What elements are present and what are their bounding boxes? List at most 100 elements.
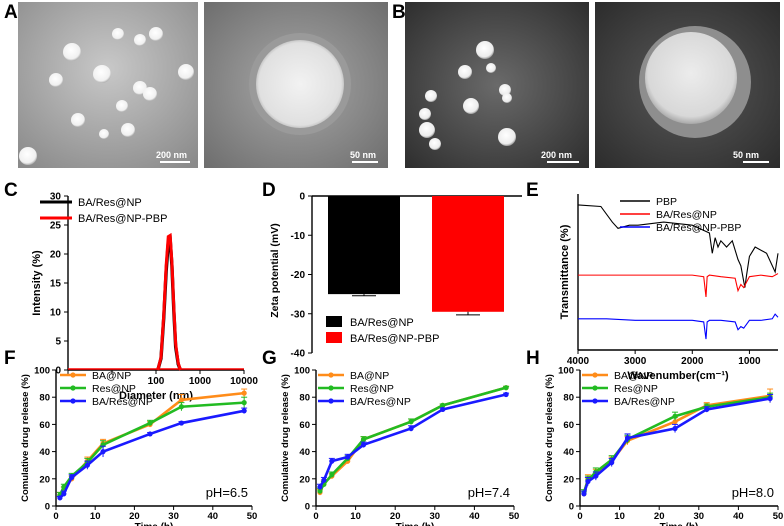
chart-d-y-tick-label: -30: [291, 309, 306, 320]
chart-g-x-tick-label: 50: [509, 511, 520, 522]
chart-h-point: [609, 459, 615, 466]
chart-g-x-tick-label: 20: [390, 511, 401, 522]
chart-g-legend-marker: [328, 385, 334, 391]
scale-bar: [743, 161, 769, 163]
chart-f-point: [178, 404, 185, 410]
chart-h-point: [593, 473, 599, 479]
chart-f-point: [69, 474, 75, 481]
chart-h-point: [704, 406, 710, 413]
chart-g-point: [360, 436, 367, 442]
chart-f-x-tick-label: 10: [90, 511, 101, 522]
chart-h-y-tick-label: 40: [563, 447, 574, 458]
chart-d-y-tick-label: 0: [299, 192, 305, 203]
chart-f-point: [147, 420, 153, 426]
chart-g-y-tick-label: 80: [299, 393, 310, 404]
chart-f-point: [84, 462, 90, 468]
panel-letter-d: D: [262, 180, 276, 201]
chart-g-point: [360, 442, 367, 448]
chart-e-legend-label: PBP: [656, 196, 677, 208]
chart-h-legend-label: BA@NP: [614, 370, 653, 382]
panel-letter-e: E: [526, 180, 539, 201]
chart-g-series-res-np: [318, 386, 507, 492]
chart-d-bar-ba-res-np: [328, 196, 400, 295]
chart-g-point: [440, 406, 446, 413]
chart-d-legend-swatch: [326, 316, 342, 327]
scale-label-a-closeup: 50 nm: [350, 150, 377, 160]
chart-g-series-ba-np: [318, 386, 507, 493]
chart-c-y-tick-label: 30: [50, 192, 62, 203]
chart-c-y-tick-label: 10: [50, 308, 62, 319]
chart-e-x-tick-label: 2000: [681, 356, 704, 367]
chart-h-legend-marker: [592, 372, 598, 378]
chart-f-point: [241, 408, 247, 414]
chart-h-x-tick-label: 40: [733, 511, 744, 522]
chart-g-x-tick-label: 40: [469, 511, 480, 522]
panel-letter-b: B: [392, 2, 406, 23]
chart-e-series-ba-res-np-pbp: [578, 313, 779, 340]
chart-e-legend-label: BA/Res@NP: [656, 209, 717, 221]
chart-f-y-tick-label: 0: [45, 502, 50, 513]
chart-e-y-label: Transmittance (%): [559, 224, 571, 319]
chart-f-series-ba-np: [58, 391, 245, 496]
chart-e-x-label: Wavenumber(cm⁻¹): [627, 370, 729, 382]
scale-label-b-wide: 200 nm: [541, 150, 573, 160]
chart-h-y-tick-label: 20: [563, 474, 574, 485]
chart-g-x-tick-label: 10: [350, 511, 361, 522]
chart-f-point: [178, 397, 185, 403]
chart-c-x-tick-label: 10000: [230, 376, 258, 387]
chart-c-series-ba-res-np-pbp: [156, 232, 182, 371]
chart-g-y-tick-label: 20: [299, 474, 310, 485]
chart-e-x-tick-label: 3000: [624, 356, 647, 367]
chart-h-x-tick-label: 10: [614, 511, 625, 522]
chart-f-point: [178, 420, 185, 426]
chart-h-point: [585, 478, 591, 485]
chart-f-point: [61, 491, 67, 497]
panel-letter-f: F: [4, 348, 16, 369]
chart-g-x-label: Time (h): [396, 522, 435, 526]
chart-c-y-tick-label: 0: [55, 366, 61, 377]
chart-g-point: [440, 402, 446, 408]
scale-label-a-wide: 200 nm: [156, 150, 188, 160]
chart-d-legend-swatch: [326, 332, 342, 343]
chart-g-legend-label: BA/Res@NP: [350, 396, 411, 408]
chart-g-y-tick-label: 40: [299, 447, 310, 458]
chart-h-y-tick-label: 100: [558, 366, 574, 377]
chart-g-x-tick-label: 0: [313, 511, 318, 522]
chart-g-y-label: Comulative drug release (%): [280, 374, 291, 502]
chart-d-legend-label: BA/Res@NP: [350, 317, 414, 329]
chart-f-legend-marker: [70, 372, 76, 378]
chart-c-x-tick-label: 100: [148, 376, 165, 387]
chart-h-x-tick-label: 50: [773, 511, 784, 522]
chart-c-x-tick-label: 1000: [189, 376, 212, 387]
chart-f-point: [57, 495, 63, 501]
scale-bar: [547, 161, 579, 163]
chart-c-legend-label: BA/Res@NP: [78, 197, 142, 209]
chart-d-legend-label: BA/Res@NP-PBP: [350, 333, 439, 345]
scale-bar: [160, 161, 190, 163]
chart-h-point: [581, 491, 587, 497]
chart-f-point: [241, 400, 247, 406]
chart-d-y-tick-label: -20: [291, 270, 306, 281]
chart-f-y-tick-label: 80: [39, 393, 50, 404]
chart-h-legend-label: Res@NP: [614, 383, 658, 395]
chart-h-y-tick-label: 60: [563, 420, 574, 431]
chart-h-x-tick-label: 0: [577, 511, 582, 522]
tem-image-b-closeup: 50 nm: [595, 2, 780, 168]
chart-h-legend-marker: [592, 385, 598, 391]
chart-h-point: [672, 419, 678, 425]
chart-g-y-tick-label: 0: [305, 502, 310, 513]
chart-c-y-tick-label: 5: [55, 337, 61, 348]
chart-e-x-tick-label: 4000: [567, 356, 590, 367]
chart-f-legend-label: BA@NP: [92, 370, 131, 382]
chart-f-x-label: Time (h): [135, 522, 174, 526]
chart-f-x-tick-label: 40: [208, 511, 219, 522]
chart-h-legend-label: BA/Res@NP: [614, 396, 675, 408]
chart-g-point: [329, 458, 335, 464]
chart-h-ph-annotation: pH=8.0: [732, 485, 774, 500]
chart-g-y-tick-label: 60: [299, 420, 310, 431]
chart-g-y-tick-label: 100: [294, 366, 310, 377]
chart-g-legend-marker: [328, 398, 334, 404]
chart-e-series-ba-res-np: [578, 273, 779, 298]
chart-h-x-tick-label: 30: [694, 511, 705, 522]
